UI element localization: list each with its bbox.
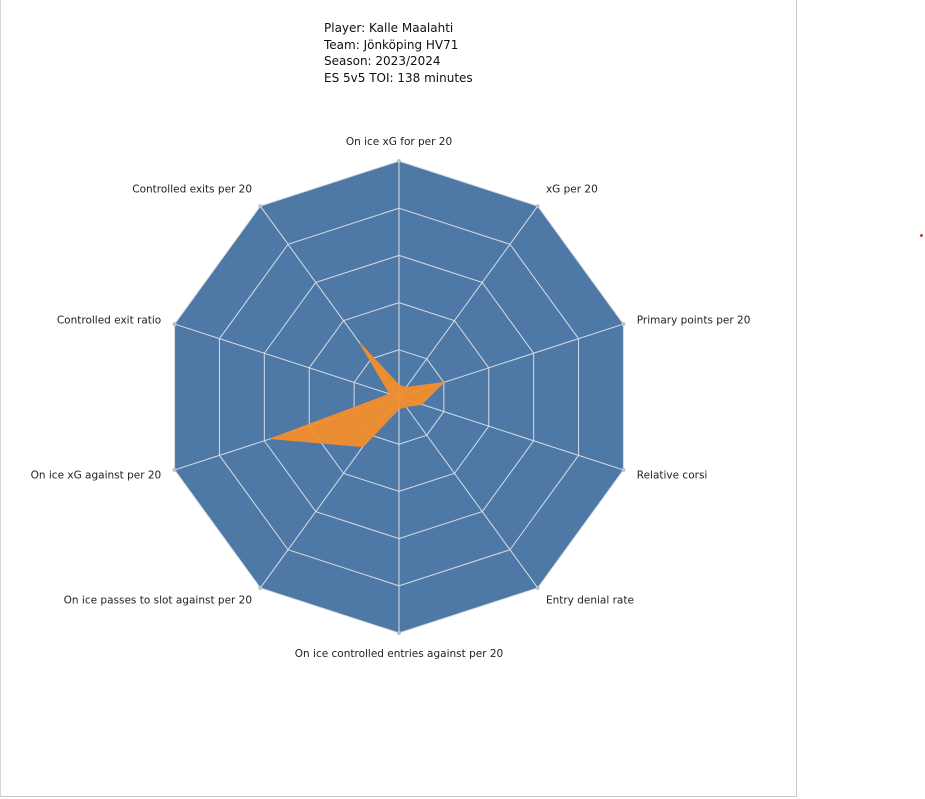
axis-label-7: On ice xG against per 20 (31, 469, 162, 481)
player-name: Player: Kalle Maalahti (324, 21, 454, 35)
radar-vertex-4 (535, 585, 540, 590)
axis-label-6: On ice passes to slot against per 20 (64, 594, 252, 606)
team-name: Team: Jönköping HV71 (324, 37, 459, 52)
axis-label-1: xG per 20 (546, 184, 598, 196)
radar-vertex-5 (397, 631, 401, 635)
season: Season: 2023/2024 (324, 54, 441, 68)
radar-vertex-1 (535, 204, 540, 209)
axis-label-9: Controlled exits per 20 (132, 184, 252, 196)
radar-spoke-8 (174, 323, 400, 398)
radar-vertex-3 (621, 467, 626, 472)
marker-dot (920, 234, 923, 237)
axis-label-4: Entry denial rate (546, 594, 634, 606)
axis-label-8: Controlled exit ratio (57, 315, 161, 327)
radar-vertex-0 (397, 159, 401, 163)
radar-spoke-1 (398, 205, 539, 398)
radar-vertex-9 (258, 204, 263, 209)
time-on-ice: ES 5v5 TOI: 138 minutes (324, 70, 473, 85)
chart-frame (0, 0, 797, 797)
radar-vertex-8 (172, 322, 177, 327)
axis-label-5: On ice controlled entries against per 20 (295, 648, 503, 660)
radar-vertex-2 (621, 322, 626, 327)
axis-label-0: On ice xG for per 20 (346, 136, 452, 148)
radar-spoke-4 (398, 396, 539, 589)
player-info: Player: Kalle Maalahti Team: Jönköping H… (324, 20, 473, 86)
axis-label-2: Primary points per 20 (637, 315, 751, 327)
axis-label-3: Relative corsi (637, 469, 708, 481)
radar-spoke-3 (398, 396, 624, 471)
radar-vertex-7 (172, 467, 177, 472)
player-value-area (270, 343, 446, 448)
radar-vertex-6 (258, 585, 263, 590)
